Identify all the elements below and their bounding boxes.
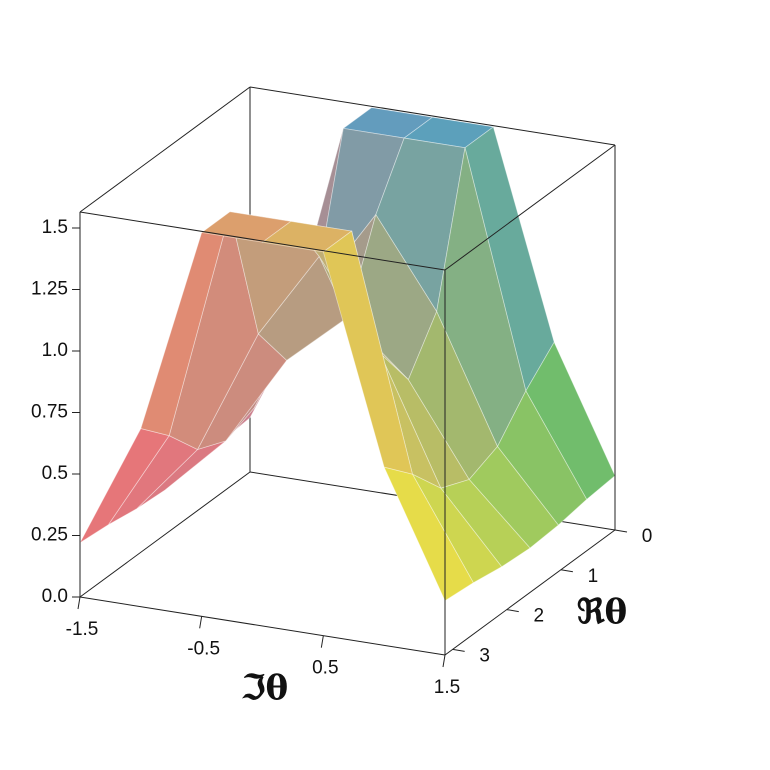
x-axis-title: ℑθ — [242, 668, 288, 708]
y-tick-label: 1 — [588, 566, 599, 587]
y-tick-label: 2 — [533, 606, 544, 627]
x-tick — [442, 654, 446, 668]
box-edge — [444, 529, 616, 656]
box-edge — [79, 211, 446, 271]
z-tick-label: 0.75 — [31, 402, 68, 423]
x-tick — [77, 596, 81, 610]
x-tick-label: -1.5 — [66, 619, 99, 640]
box-edge — [444, 144, 616, 271]
y-tick-label: 0 — [642, 526, 653, 547]
x-tick — [320, 635, 324, 648]
z-tick-label: 1.5 — [42, 217, 68, 238]
z-tick-label: 1.0 — [42, 340, 68, 361]
surface — [78, 106, 616, 602]
box-edge — [79, 471, 251, 598]
y-tick — [614, 529, 628, 533]
x-tick-label: 1.5 — [434, 677, 460, 698]
y-tick-label: 3 — [479, 645, 490, 666]
x-tick — [199, 616, 203, 629]
x-tick-label: -0.5 — [187, 638, 220, 659]
y-tick — [560, 569, 573, 573]
y-tick — [506, 609, 519, 613]
z-tick-label: 0.5 — [42, 463, 68, 484]
box-edge — [249, 86, 616, 146]
z-tick-label: 1.25 — [31, 279, 68, 300]
box-front: 0.0 0.25 0.5 0.75 1.0 1.25 1.5 -1.5 -0.5 0.5 1.5 0 1… — [31, 86, 653, 698]
box-edge — [79, 86, 251, 213]
y-axis-title: ℜθ — [577, 592, 627, 632]
y-tick — [452, 648, 465, 652]
x-tick-label: 0.5 — [312, 658, 338, 679]
z-tick-label: 0.0 — [42, 586, 68, 607]
z-tick-label: 0.25 — [31, 525, 68, 546]
box-edge — [79, 596, 446, 656]
